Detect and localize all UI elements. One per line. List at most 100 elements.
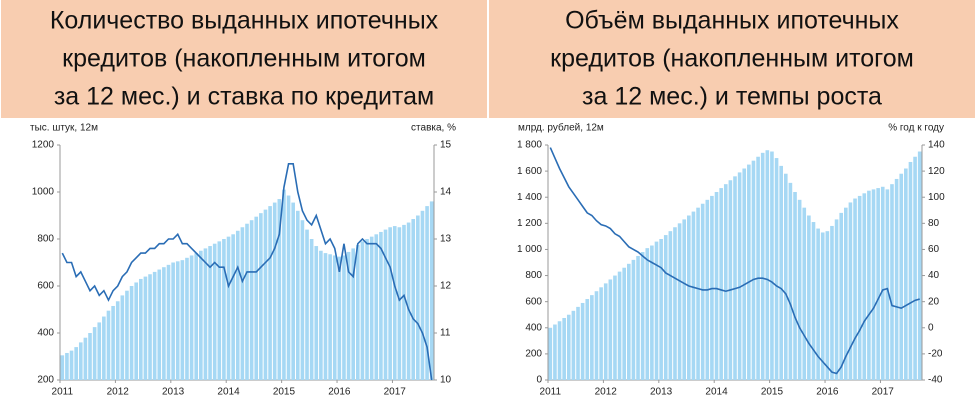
bar [166, 264, 171, 380]
bar [162, 267, 166, 380]
y2-tick-label: 14 [440, 187, 452, 198]
bar [913, 156, 917, 380]
y-tick-label: 1000 [32, 187, 55, 198]
bar [562, 317, 566, 380]
bar [277, 199, 282, 380]
bar [369, 236, 374, 380]
y2-tick-label: 0 [928, 322, 934, 333]
x-tick-label: 2011 [540, 387, 562, 398]
bar [770, 151, 774, 380]
bar [723, 184, 728, 380]
bar [194, 253, 199, 380]
bar [65, 352, 69, 380]
y2-tick-label: 13 [440, 234, 452, 245]
bar [848, 202, 853, 380]
bar [890, 184, 894, 380]
bar [300, 220, 305, 380]
y-tick-label: 1 400 [517, 192, 542, 203]
bar [388, 227, 392, 380]
bar [295, 210, 300, 380]
y-tick-label: 1200 [32, 140, 55, 151]
bar [871, 189, 876, 380]
bar [74, 347, 78, 380]
bar [820, 232, 825, 380]
bar [134, 282, 138, 380]
bar [682, 219, 687, 380]
bar [360, 241, 365, 380]
chart-title: за 12 мес.) и ставка по кредитам [54, 83, 434, 111]
bar [240, 227, 245, 380]
bar [756, 156, 760, 380]
bar [231, 234, 235, 380]
bar [719, 188, 723, 380]
bar [590, 295, 594, 380]
bar [106, 310, 111, 380]
title-box [1, 0, 487, 118]
y2-tick-label: 140 [928, 140, 945, 151]
x-tick-label: 2017 [384, 387, 407, 398]
bar [102, 316, 106, 380]
bar [553, 324, 557, 380]
bar [152, 271, 157, 380]
y-tick-label: 400 [37, 328, 54, 339]
bar [617, 271, 622, 380]
bar [175, 261, 180, 380]
bar [171, 262, 175, 380]
bar [254, 216, 259, 380]
bar [374, 234, 379, 380]
bar [342, 255, 346, 380]
bar [760, 152, 765, 380]
y2-tick-label: 100 [928, 192, 945, 203]
bar [668, 231, 673, 380]
bar [779, 165, 783, 380]
bar [631, 259, 636, 380]
bar [765, 150, 770, 380]
bar [700, 203, 705, 380]
bar [143, 276, 148, 380]
y-tick-label: 600 [37, 281, 54, 292]
bar [203, 248, 208, 380]
bar [839, 212, 844, 380]
bar [97, 322, 102, 380]
bar [351, 248, 356, 380]
bar [272, 202, 277, 380]
y2-tick-label: 11 [440, 328, 451, 339]
bar [78, 342, 83, 380]
bar [857, 195, 862, 380]
line [61, 163, 433, 381]
bar [189, 255, 194, 380]
bar [899, 173, 904, 380]
bar [411, 219, 416, 380]
bar [319, 250, 323, 380]
chart-title: за 12 мес.) и темпы роста [582, 83, 882, 111]
bar [416, 215, 420, 380]
bar [691, 211, 696, 380]
bar [332, 255, 337, 380]
y-tick-label: 800 [525, 270, 542, 281]
bar [111, 305, 115, 380]
bar [802, 207, 807, 380]
bar [566, 314, 571, 380]
bar [557, 321, 562, 380]
bar [222, 239, 226, 380]
y2-tick-label: 40 [928, 270, 940, 281]
bar [687, 215, 691, 380]
y2-tick-label: 60 [928, 244, 940, 255]
bar [392, 226, 397, 380]
bar [714, 192, 719, 380]
x-tick-label: 2013 [162, 387, 185, 398]
bar [115, 301, 120, 380]
bar [406, 222, 411, 380]
y2-axis-label: % год к году [888, 123, 944, 134]
line [549, 147, 920, 375]
bar [580, 302, 585, 380]
bar [83, 337, 88, 380]
bar [673, 227, 677, 380]
y2-tick-label: -40 [928, 375, 943, 386]
bar [286, 195, 291, 380]
y-axis-label: тыс. штук, 12м [30, 123, 98, 134]
bar [397, 227, 402, 380]
bar [305, 229, 309, 380]
bar [356, 244, 360, 380]
